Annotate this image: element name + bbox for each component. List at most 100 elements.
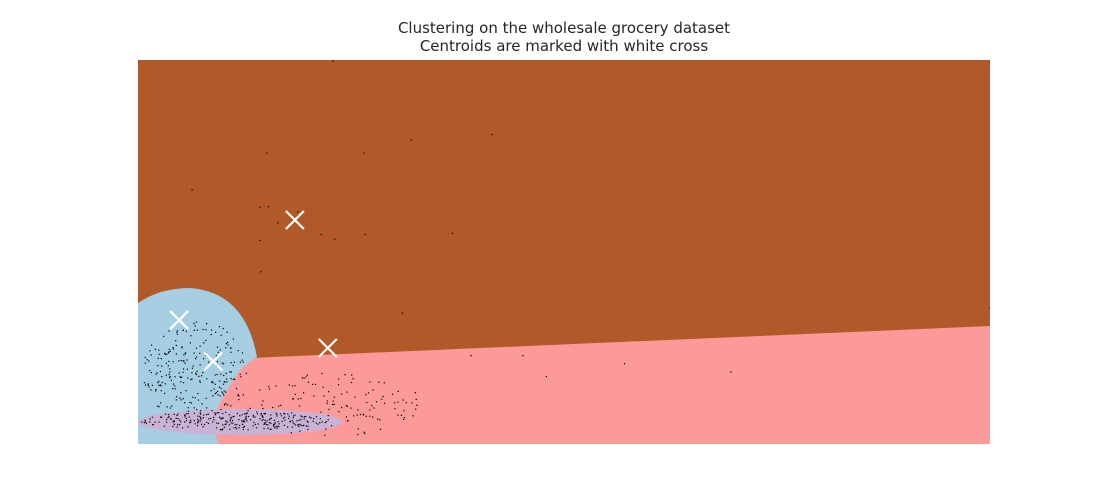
- data-point: [230, 351, 232, 353]
- data-point: [345, 416, 347, 418]
- data-point: [182, 427, 184, 429]
- data-point: [187, 377, 189, 379]
- data-point: [156, 372, 158, 374]
- data-point: [202, 417, 204, 419]
- data-point: [273, 425, 275, 427]
- data-point: [203, 414, 205, 416]
- data-point: [394, 402, 396, 404]
- data-point: [179, 376, 181, 378]
- data-point: [182, 371, 184, 373]
- data-point: [365, 394, 367, 396]
- data-point: [184, 416, 186, 418]
- data-point: [278, 405, 280, 407]
- data-point: [191, 367, 193, 369]
- data-point-outlier: [266, 152, 268, 154]
- data-point: [217, 390, 219, 392]
- data-point: [172, 383, 174, 385]
- data-point: [190, 421, 192, 423]
- data-point: [309, 416, 311, 418]
- data-point: [223, 381, 225, 383]
- data-point: [189, 419, 192, 421]
- data-point: [184, 421, 186, 423]
- data-point: [141, 421, 143, 423]
- data-point: [218, 412, 220, 414]
- data-point: [175, 399, 177, 401]
- data-point: [220, 409, 222, 411]
- data-point: [166, 406, 168, 408]
- data-point: [290, 432, 292, 434]
- data-point: [262, 408, 264, 410]
- data-point: [211, 329, 213, 331]
- data-point: [164, 392, 166, 394]
- data-point: [312, 420, 314, 422]
- data-point: [317, 423, 319, 425]
- data-point: [303, 392, 305, 394]
- data-point-outlier: [989, 307, 990, 309]
- data-point: [379, 428, 382, 430]
- data-point: [225, 403, 227, 405]
- data-point: [218, 386, 220, 388]
- data-point: [158, 353, 160, 355]
- data-point: [256, 413, 259, 415]
- data-point: [176, 331, 178, 333]
- data-point: [265, 423, 267, 426]
- data-point: [243, 421, 246, 423]
- data-point: [194, 397, 196, 399]
- data-point: [196, 329, 198, 331]
- data-point: [177, 424, 179, 426]
- data-point: [262, 400, 264, 402]
- data-point: [255, 427, 258, 429]
- data-point: [200, 418, 202, 420]
- data-point: [366, 401, 368, 404]
- data-point: [193, 407, 195, 409]
- data-point: [182, 368, 185, 370]
- data-point: [199, 380, 201, 382]
- data-point: [174, 376, 176, 378]
- data-point: [270, 414, 272, 416]
- data-point: [364, 433, 366, 435]
- data-point: [280, 404, 282, 406]
- data-point: [159, 384, 161, 386]
- data-point: [172, 425, 174, 427]
- data-point: [273, 424, 275, 426]
- data-point: [357, 428, 359, 430]
- data-point: [403, 418, 405, 420]
- data-point: [264, 412, 266, 415]
- data-point: [230, 422, 232, 424]
- data-point: [310, 417, 312, 419]
- data-points-dense: [141, 321, 418, 436]
- data-point: [261, 420, 263, 422]
- data-point: [216, 422, 218, 424]
- data-point: [168, 348, 170, 350]
- data-point: [236, 428, 238, 430]
- data-point-outlier: [320, 233, 322, 236]
- data-point-outlier: [332, 60, 334, 62]
- data-point: [173, 423, 175, 425]
- data-point: [322, 386, 324, 388]
- data-point: [381, 398, 383, 400]
- data-point: [172, 421, 174, 423]
- data-point: [161, 376, 163, 378]
- data-point: [262, 416, 264, 418]
- data-point: [161, 365, 163, 367]
- data-point: [227, 344, 229, 346]
- data-point: [176, 414, 178, 416]
- data-point: [197, 399, 200, 401]
- data-point: [241, 414, 243, 416]
- data-point: [330, 425, 333, 427]
- data-point: [175, 417, 177, 419]
- data-point: [206, 378, 208, 380]
- data-point: [326, 400, 328, 402]
- data-point: [150, 389, 152, 391]
- data-point: [155, 390, 157, 392]
- data-point: [231, 420, 234, 422]
- data-point: [222, 428, 224, 430]
- data-point: [306, 420, 308, 422]
- data-point: [303, 416, 305, 418]
- data-point: [184, 402, 186, 404]
- plot-area: [138, 60, 990, 444]
- data-point: [237, 394, 239, 396]
- data-point: [168, 414, 170, 416]
- data-point: [350, 381, 353, 384]
- data-point: [288, 384, 290, 386]
